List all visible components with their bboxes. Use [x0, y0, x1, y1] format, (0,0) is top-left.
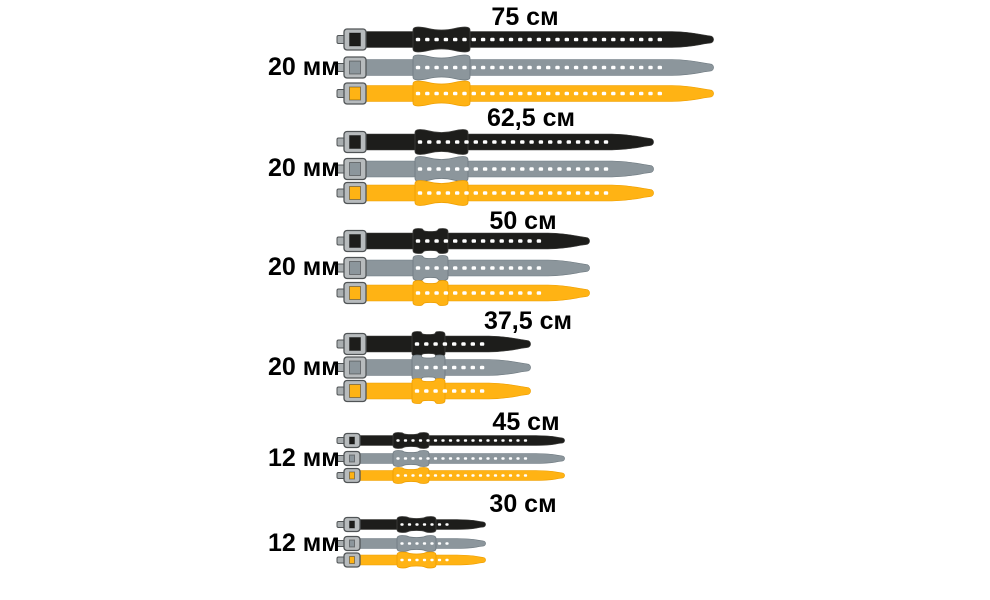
- strap-holes: [415, 291, 542, 295]
- strap-45cm-black: [336, 432, 565, 449]
- strap-body: [345, 470, 565, 481]
- bowtie-keeper: [392, 467, 430, 484]
- bowtie-keeper: [414, 129, 469, 155]
- strap-holes: [417, 140, 609, 144]
- strap-holes: [414, 342, 485, 346]
- buckle-opening: [349, 162, 361, 176]
- strap-75cm-yellow: [336, 80, 714, 107]
- strap-75cm-black: [336, 26, 714, 53]
- bowtie-keeper: [412, 228, 449, 254]
- strap-30cm-black: [336, 516, 486, 533]
- length-label-62-5cm: 62,5 см: [486, 103, 576, 132]
- buckle-opening: [349, 60, 361, 75]
- buckle-opening: [349, 135, 361, 149]
- strap-30cm-yellow: [336, 551, 486, 569]
- bowtie-keeper: [392, 450, 430, 467]
- length-label-75cm: 75 см: [491, 2, 559, 31]
- strap-holes: [415, 37, 662, 42]
- strap-62.5cm-black: [336, 129, 654, 155]
- buckle-opening: [349, 186, 361, 200]
- strap-37.5cm-yellow: [336, 378, 531, 404]
- bowtie-keeper: [412, 54, 471, 81]
- strap-body: [345, 259, 590, 277]
- strap-body: [345, 453, 565, 464]
- strap-45cm-gray: [336, 450, 565, 467]
- buckle-opening: [349, 86, 361, 101]
- bowtie-keeper: [412, 255, 449, 281]
- bowtie-keeper: [412, 80, 471, 107]
- strap-holes: [414, 365, 485, 370]
- buckle-opening: [349, 261, 361, 275]
- length-label-37-5cm: 37,5 см: [483, 306, 573, 335]
- strap-holes: [396, 439, 528, 442]
- strap-holes: [415, 65, 662, 70]
- strap-50cm-black: [336, 228, 590, 254]
- width-label-group6-12mm: 12 мм: [268, 528, 340, 557]
- strap-body: [345, 232, 590, 250]
- strap-75cm-gray: [336, 54, 714, 81]
- strap-50cm-yellow: [336, 280, 590, 306]
- strap-holes: [396, 474, 528, 477]
- strap-holes: [396, 457, 528, 460]
- buckle-opening: [349, 539, 355, 548]
- strap-holes: [415, 239, 542, 243]
- buckle-opening: [349, 520, 355, 529]
- bowtie-keeper: [412, 280, 449, 306]
- width-label-group5-12mm: 12 мм: [268, 443, 340, 472]
- strap-holes: [400, 542, 449, 545]
- strap-holes: [414, 389, 485, 393]
- strap-holes: [417, 167, 609, 171]
- bowtie-keeper: [412, 26, 471, 53]
- strap-37.5cm-black: [336, 331, 531, 357]
- length-label-50cm: 50 см: [489, 207, 557, 235]
- width-label-group3-20mm: 20 мм: [268, 253, 340, 281]
- strap-37.5cm-gray: [336, 354, 531, 381]
- strap-62.5cm-gray: [336, 156, 654, 182]
- buckle-opening: [349, 471, 355, 480]
- bowtie-keeper: [414, 156, 469, 182]
- strap-holes: [415, 91, 662, 96]
- strap-holes: [417, 191, 609, 195]
- strap-holes: [400, 558, 449, 562]
- length-label-45cm: 45 см: [492, 408, 560, 436]
- bowtie-keeper: [414, 180, 469, 206]
- strap-holes: [400, 523, 449, 526]
- width-label-group1-20mm: 20 мм: [268, 52, 340, 81]
- strap-62.5cm-yellow: [336, 180, 654, 206]
- buckle-opening: [349, 32, 361, 47]
- strap-30cm-gray: [336, 535, 486, 552]
- width-label-group2-20mm: 20 мм: [268, 154, 340, 182]
- buckle-opening: [349, 286, 361, 300]
- strap-holes: [415, 266, 542, 270]
- buckle-opening: [349, 454, 355, 463]
- bowtie-keeper: [392, 432, 430, 449]
- width-label-group4-20mm: 20 мм: [268, 352, 340, 381]
- strap-45cm-yellow: [336, 467, 565, 484]
- buckle-opening: [349, 360, 361, 375]
- strap-body: [345, 284, 590, 302]
- buckle-opening: [349, 337, 361, 351]
- buckle-opening: [349, 234, 361, 248]
- length-label-30cm: 30 см: [489, 490, 557, 518]
- buckle-opening: [349, 436, 355, 445]
- buckle-opening: [349, 384, 361, 398]
- strap-body: [345, 435, 565, 446]
- buckle-opening: [349, 556, 355, 564]
- strap-50cm-gray: [336, 255, 590, 281]
